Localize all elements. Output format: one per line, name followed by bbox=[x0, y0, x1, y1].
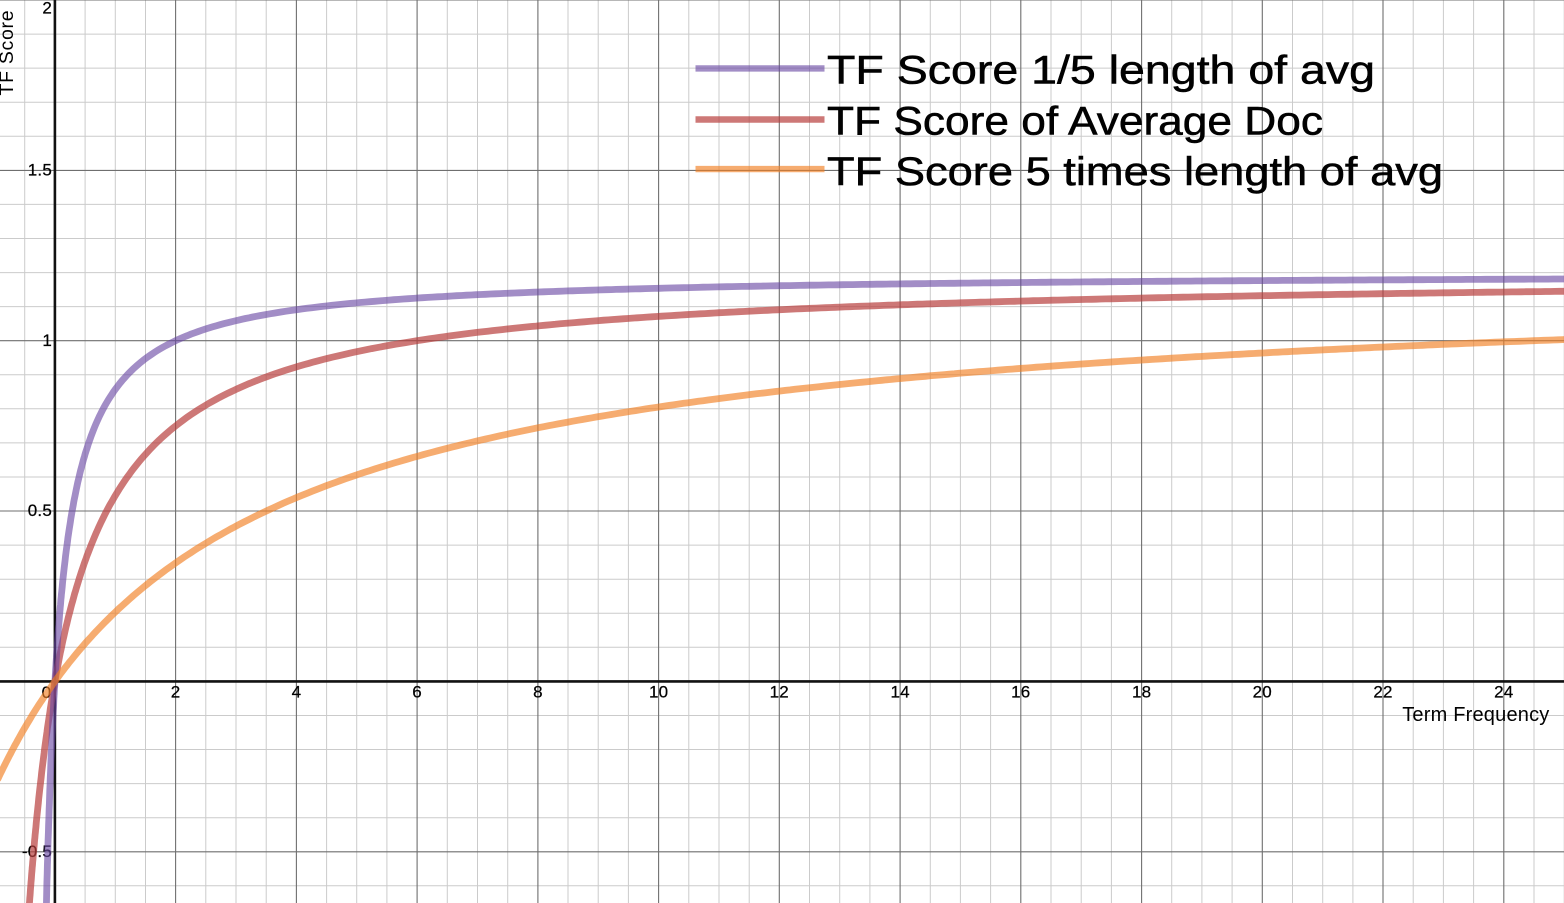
svg-text:TF Score: TF Score bbox=[0, 10, 18, 96]
svg-text:1: 1 bbox=[42, 331, 52, 350]
svg-text:22: 22 bbox=[1373, 682, 1392, 701]
svg-text:4: 4 bbox=[292, 682, 302, 701]
svg-text:2: 2 bbox=[171, 682, 181, 701]
svg-text:16: 16 bbox=[1011, 682, 1030, 701]
svg-text:Term Frequency: Term Frequency bbox=[1402, 704, 1549, 726]
svg-text:TF Score of Average Doc: TF Score of Average Doc bbox=[827, 99, 1323, 143]
svg-text:TF Score 1/5 length of avg: TF Score 1/5 length of avg bbox=[827, 49, 1375, 93]
svg-text:12: 12 bbox=[770, 682, 789, 701]
svg-text:10: 10 bbox=[649, 682, 668, 701]
svg-text:18: 18 bbox=[1132, 682, 1151, 701]
svg-text:24: 24 bbox=[1494, 682, 1513, 701]
svg-text:8: 8 bbox=[533, 682, 543, 701]
svg-text:1.5: 1.5 bbox=[28, 161, 52, 180]
svg-text:6: 6 bbox=[412, 682, 422, 701]
svg-text:14: 14 bbox=[890, 682, 909, 701]
svg-text:20: 20 bbox=[1253, 682, 1272, 701]
svg-text:2: 2 bbox=[42, 0, 52, 17]
svg-text:0.5: 0.5 bbox=[28, 501, 52, 520]
svg-text:TF Score 5 times length of avg: TF Score 5 times length of avg bbox=[827, 150, 1443, 194]
